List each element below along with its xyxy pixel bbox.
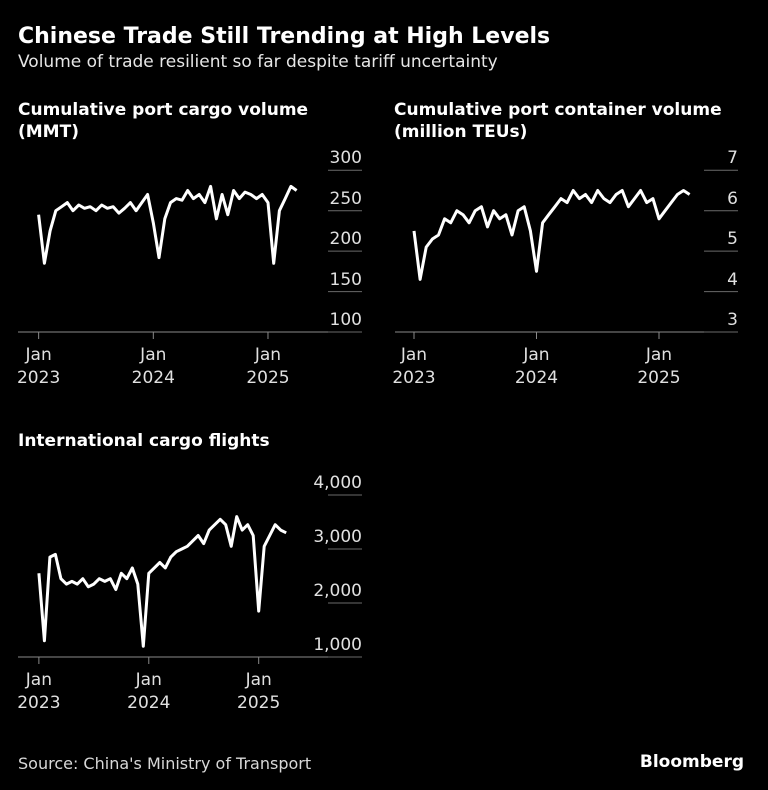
x-tick-label: Jan 2024 (514, 345, 559, 388)
y-tick-label: 3 (727, 310, 738, 330)
y-tick-label: 100 (329, 310, 362, 330)
title: Chinese Trade Still Trending at High Lev… (18, 24, 551, 49)
data-line (37, 184, 298, 265)
y-tick-label: 6 (727, 188, 738, 209)
x-tick-label: Jan 2024 (131, 345, 175, 388)
x-tick-label: Jan 2023 (392, 345, 436, 388)
x-tick-label: Jan 2023 (17, 670, 61, 713)
brand: Bloomberg (639, 752, 744, 772)
y-tick-label: 250 (329, 188, 362, 209)
chart-title: Cumulative port container volume (millio… (394, 100, 722, 142)
y-tick-label: 1,000 (313, 635, 362, 655)
source: Source: China's Ministry of Transport (18, 754, 312, 773)
chart-title: Cumulative port cargo volume (MMT) (18, 100, 309, 142)
y-tick-label: 2,000 (313, 581, 362, 601)
x-tick-label: Jan 2025 (237, 670, 281, 713)
x-tick-label: Jan 2023 (16, 345, 61, 388)
x-tick-label: Jan 2025 (637, 345, 681, 388)
y-tick-label: 300 (329, 148, 362, 169)
y-tick-label: 150 (329, 269, 362, 290)
chart-title: International cargo flights (18, 431, 270, 451)
y-tick-label: 4,000 (313, 473, 362, 493)
data-line (37, 515, 287, 648)
y-tick-label: 200 (329, 229, 362, 250)
data-line (412, 189, 691, 281)
x-tick-label: Jan 2024 (127, 670, 171, 713)
x-tick-label: Jan 2025 (246, 345, 290, 388)
y-tick-label: 7 (727, 148, 738, 169)
y-tick-label: 5 (727, 229, 738, 250)
y-tick-label: 3,000 (313, 527, 362, 547)
subtitle: Volume of trade resilient so far despite… (18, 52, 498, 72)
y-tick-label: 4 (727, 269, 738, 290)
